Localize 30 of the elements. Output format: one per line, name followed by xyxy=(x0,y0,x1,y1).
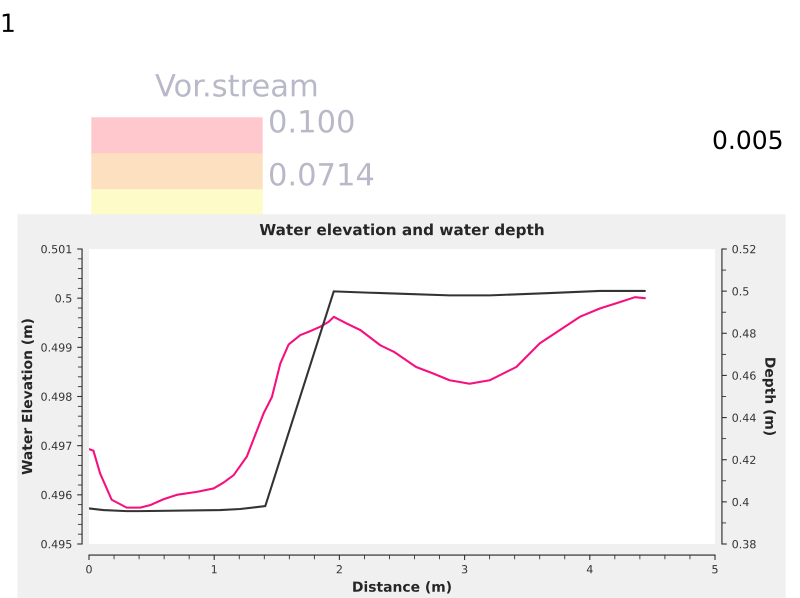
y2-tick-label: 0.48 xyxy=(732,329,756,338)
chart-title: Water elevation and water depth xyxy=(260,224,544,238)
x-tick-label: 3 xyxy=(462,565,468,574)
y2-axis-title: Depth (m) xyxy=(762,358,776,436)
y-tick-label: 0.501 xyxy=(41,244,72,254)
y2-tick-label: 0.42 xyxy=(732,456,756,464)
y-tick-label: 0.498 xyxy=(41,392,72,401)
text: 0.100 xyxy=(270,110,354,133)
x-tick-label: 4 xyxy=(586,565,593,574)
y2-tick-label: 0.5 xyxy=(732,287,748,296)
x-tick-label: 1 xyxy=(212,565,217,574)
y2-tick-label: 0.38 xyxy=(732,540,756,548)
y2-tick-label: 0.4 xyxy=(732,498,749,506)
y-tick-label: 0.495 xyxy=(41,540,72,548)
y2-tick-label: 0.46 xyxy=(732,371,756,380)
x-tick-label: 0 xyxy=(86,565,92,574)
y2-tick-label: 0.52 xyxy=(732,244,756,254)
x-tick-label: 2 xyxy=(336,565,342,574)
text: 0.005 xyxy=(714,130,782,150)
text: Vor.stream xyxy=(155,74,316,97)
y-tick-label: 0.5 xyxy=(55,294,72,303)
y-tick-label: 0.496 xyxy=(41,490,72,500)
y2-tick-label: 0.44 xyxy=(732,414,756,422)
y-tick-label: 0.499 xyxy=(41,343,72,352)
x-axis-title: Distance (m) xyxy=(353,581,451,594)
text: 0.0714 xyxy=(270,162,374,186)
y-axis-title: Water Elevation (m) xyxy=(22,319,34,475)
y-tick-label: 0.497 xyxy=(41,442,72,450)
text: 1 xyxy=(2,14,14,32)
x-tick-label: 5 xyxy=(712,565,718,574)
